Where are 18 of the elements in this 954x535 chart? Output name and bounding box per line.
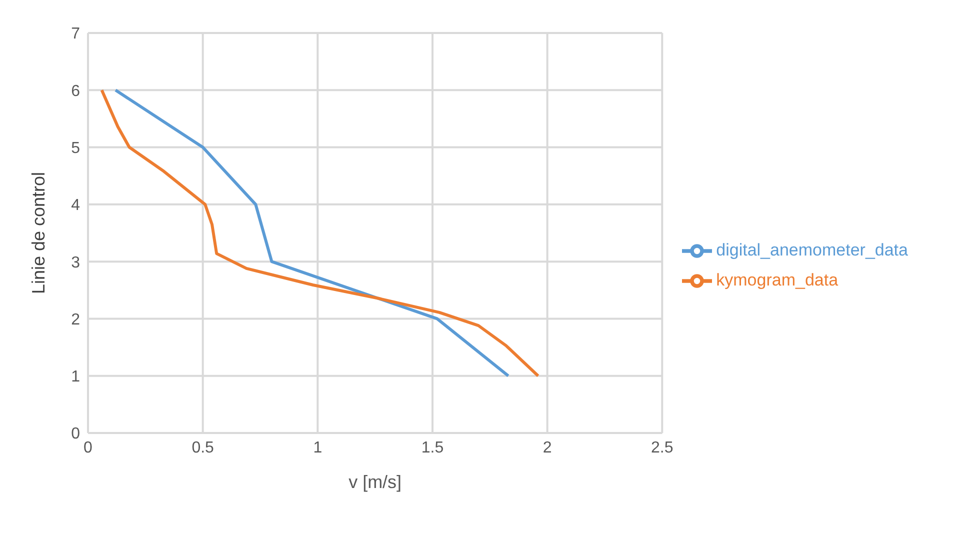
x-tick-label: 2.5 [651, 439, 674, 456]
y-tick-label: 4 [71, 197, 80, 214]
y-axis-title: Linie de control [28, 172, 48, 294]
y-tick-label: 5 [71, 140, 80, 157]
y-tick-label: 6 [71, 82, 80, 100]
x-tick-label: 0.5 [192, 439, 214, 456]
x-tick-label: 0 [84, 439, 93, 456]
y-tick-label: 1 [71, 368, 80, 386]
y-tick-label: 2 [71, 311, 80, 328]
y-tick-label: 3 [71, 254, 80, 272]
legend-label: kymogram_data [716, 270, 838, 289]
legend-label: digital_anemometer_data [716, 240, 908, 259]
y-tick-label: 7 [71, 26, 80, 43]
x-tick-label: 1 [313, 439, 322, 456]
x-axis-title: v [m/s] [348, 472, 402, 492]
x-tick-label: 1.5 [421, 439, 444, 456]
x-tick-label: 2 [542, 439, 552, 456]
y-tick-label: 0 [71, 426, 80, 443]
